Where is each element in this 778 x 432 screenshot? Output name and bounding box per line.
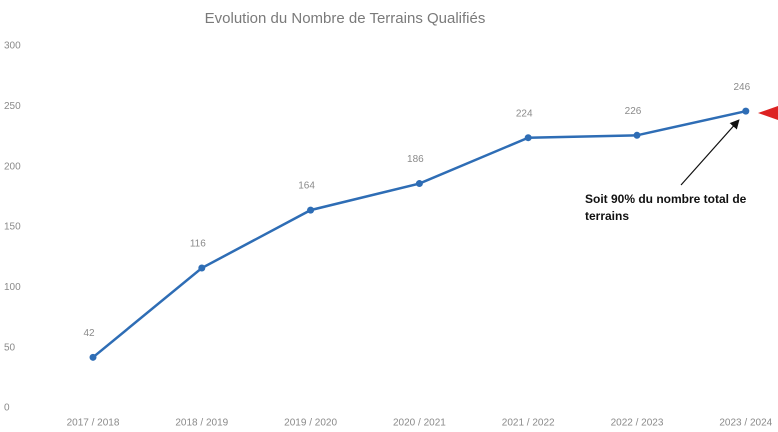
annotation-arrow [680, 119, 740, 186]
red-arrow [758, 106, 778, 120]
data-label: 42 [83, 328, 95, 339]
data-label: 116 [190, 239, 206, 250]
point [307, 206, 315, 214]
data-label: 164 [298, 181, 315, 192]
x-tick-label: 2019 / 2020 [284, 418, 337, 429]
point [198, 264, 206, 272]
y-tick-label: 0 [4, 403, 10, 414]
y-tick-label: 250 [4, 101, 21, 112]
point [89, 353, 97, 361]
x-tick-label: 2023 / 2024 [719, 418, 772, 429]
point [524, 134, 532, 142]
x-tick-label: 2020 / 2021 [393, 418, 446, 429]
y-tick-label: 300 [4, 41, 21, 52]
x-tick-label: 2021 / 2022 [502, 418, 555, 429]
chart-title: Evolution du Nombre de Terrains Qualifié… [205, 10, 486, 27]
data-label: 246 [733, 82, 750, 93]
y-tick-label: 50 [4, 342, 16, 353]
point [742, 107, 750, 115]
x-tick-label: 2022 / 2023 [611, 418, 664, 429]
annotation: Soit 90% du nombre total de terrains [585, 192, 747, 223]
y-tick-label: 200 [4, 161, 21, 172]
point [633, 131, 641, 139]
line [92, 109, 747, 359]
x-tick-label: 2018 / 2019 [175, 418, 228, 429]
y-tick-label: 150 [4, 222, 21, 233]
y-tick-label: 100 [4, 282, 21, 293]
data-label: 224 [516, 108, 533, 119]
point [415, 180, 423, 188]
x-tick-label: 2017 / 2018 [67, 418, 120, 429]
data-label: 186 [407, 154, 424, 165]
data-label: 226 [625, 106, 642, 117]
